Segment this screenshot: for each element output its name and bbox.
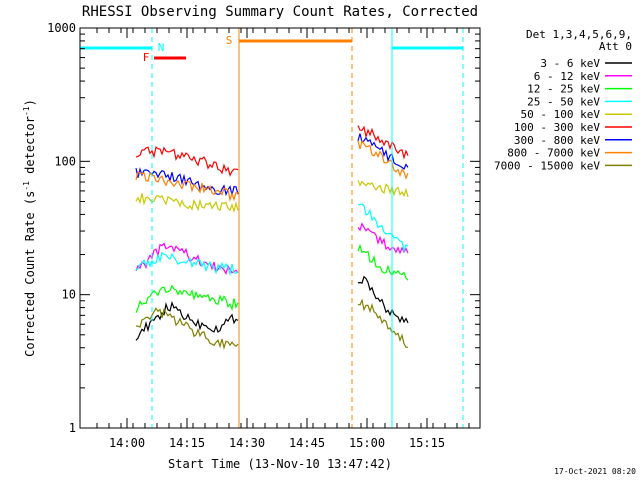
legend-header-detectors: Det 1,3,4,5,6,9, — [526, 28, 632, 41]
y-axis-label-suffix: ) — [23, 99, 37, 106]
y-axis-label-mid: detector — [23, 116, 37, 181]
legend-entry-label: 7000 - 15000 keV — [494, 159, 600, 172]
series-line — [135, 300, 239, 341]
y-tick-label: 1000 — [47, 21, 76, 35]
series-line — [357, 180, 409, 198]
x-tick-label: 15:15 — [409, 436, 445, 450]
series-layer — [135, 125, 409, 351]
legend-entry-label: 50 - 100 keV — [521, 108, 601, 121]
series-line — [135, 145, 239, 177]
y-axis-label-prefix: Corrected Count Rate (s — [23, 191, 37, 357]
axis-layer: 1 10 100 1000 14:00 14:15 14:30 14:45 15:00 15:15 — [47, 21, 480, 450]
y-tick-label: 1 — [69, 421, 76, 435]
series-line — [135, 307, 239, 351]
series-line — [357, 222, 409, 255]
legend-entry-label: 6 - 12 keV — [534, 70, 601, 83]
x-tick-label: 14:45 — [289, 436, 325, 450]
x-tick-label: 14:30 — [229, 436, 265, 450]
legend-entry-label: 12 - 25 keV — [527, 83, 600, 96]
event-label-night: N — [158, 41, 165, 54]
series-line — [357, 275, 409, 324]
legend-entry-label: 300 - 800 keV — [514, 134, 600, 147]
y-tick-label: 100 — [54, 154, 76, 168]
x-axis-label: Start Time (13-Nov-10 13:47:42) — [168, 457, 392, 471]
series-line — [357, 125, 409, 160]
series-line — [135, 193, 239, 214]
x-tick-label: 15:00 — [349, 436, 385, 450]
legend-entry-label: 25 - 50 keV — [527, 95, 600, 108]
marker-layer: NF S — [79, 28, 464, 428]
series-line — [135, 242, 239, 276]
footer-timestamp: 17-Oct-2021 08:20 — [554, 467, 636, 476]
x-tick-label: 14:00 — [109, 436, 145, 450]
y-axis-label-exponent-1: -1 — [22, 181, 31, 191]
plot-frame — [79, 27, 481, 429]
series-line — [135, 251, 239, 277]
x-tick-label: 14:15 — [169, 436, 205, 450]
series-line — [358, 203, 409, 254]
chart-title: RHESSI Observing Summary Count Rates, Co… — [82, 4, 478, 20]
y-axis-label: Corrected Count Rate (s-1 detector-1) — [22, 99, 37, 357]
legend-header-attenuator: Att 0 — [599, 40, 632, 53]
series-line — [357, 243, 409, 281]
y-axis-label-group: Corrected Count Rate (s-1 detector-1) — [22, 99, 37, 357]
series-line — [135, 284, 239, 313]
legend-entry-label: 3 - 6 keV — [540, 57, 600, 70]
event-label-flare: F — [143, 51, 150, 64]
series-line — [135, 170, 239, 203]
legend-entry-label: 800 - 7000 keV — [507, 147, 600, 160]
y-axis-label-exponent-2: -1 — [22, 106, 31, 116]
event-label-saa: S — [226, 34, 233, 47]
series-line — [357, 133, 409, 170]
series-line — [357, 298, 409, 348]
series-line — [357, 140, 409, 180]
legend-entry-label: 100 - 300 keV — [514, 121, 600, 134]
y-tick-label: 10 — [62, 288, 76, 302]
